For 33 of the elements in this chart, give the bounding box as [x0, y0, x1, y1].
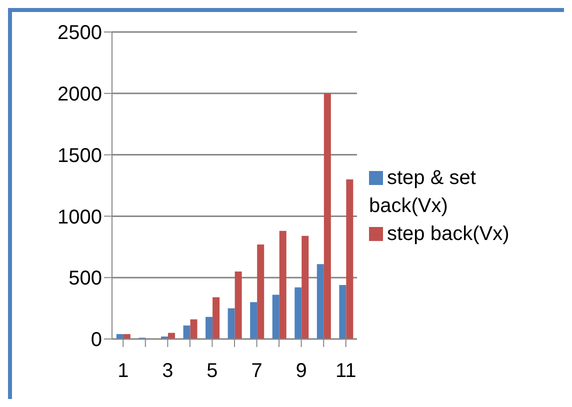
bar [257, 244, 264, 339]
bar [123, 334, 130, 339]
bar [272, 294, 280, 339]
x-tick-label: 3 [162, 360, 174, 382]
x-tick-label: 11 [335, 360, 356, 382]
y-tick-label: 2500 [58, 22, 102, 44]
bar [316, 264, 324, 339]
y-tick-label: 2000 [58, 84, 102, 106]
bar [206, 316, 213, 339]
x-tick-label: 7 [251, 360, 262, 382]
y-tick-label: 1500 [58, 144, 102, 167]
legend-label: step back(Vx) [387, 222, 510, 244]
bar [346, 179, 354, 339]
x-tick-label: 5 [206, 360, 218, 382]
bar [228, 308, 235, 339]
bar [168, 332, 175, 339]
y-tick-label: 0 [90, 329, 102, 352]
bar [279, 230, 286, 339]
bar [324, 93, 331, 339]
bar [234, 271, 242, 339]
bar [190, 319, 198, 339]
y-tick-label: 1000 [58, 206, 102, 228]
bar [302, 236, 309, 339]
x-tick-label: 1 [118, 360, 129, 382]
bar [294, 287, 302, 339]
bar [339, 284, 346, 339]
bar [212, 297, 220, 339]
x-tick-label: 9 [296, 360, 307, 382]
legend-label: step & set back(Vx) [369, 166, 476, 216]
y-tick-label: 500 [68, 268, 102, 290]
bar [116, 334, 124, 339]
bar [250, 302, 258, 339]
bar [183, 325, 190, 339]
